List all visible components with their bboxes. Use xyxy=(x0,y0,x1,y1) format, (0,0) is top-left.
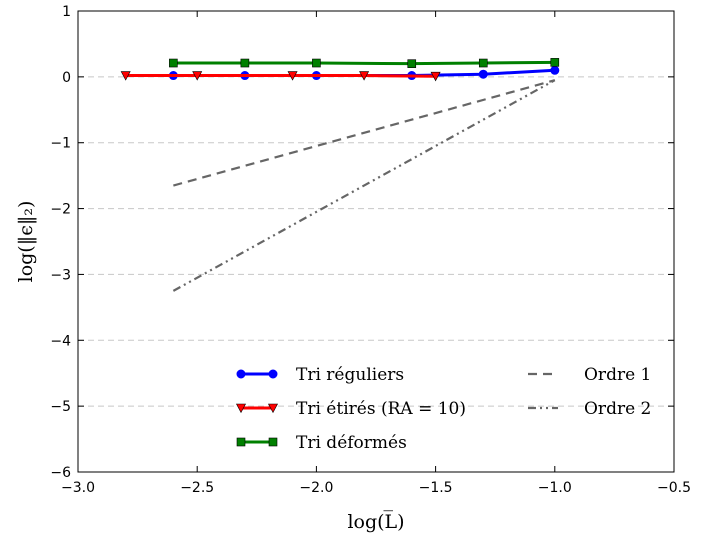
series-line xyxy=(173,60,555,66)
legend-marker xyxy=(268,437,278,447)
data-point xyxy=(478,58,488,68)
legend-label: Tri déformés xyxy=(296,433,407,453)
y-tick-label: −5 xyxy=(50,399,71,415)
data-point xyxy=(550,65,560,75)
legend-label: Ordre 2 xyxy=(584,399,651,419)
legend-marker xyxy=(236,437,246,447)
series-2 xyxy=(169,58,560,68)
y-axis-label: log(‖ϵ‖₂) xyxy=(15,201,37,283)
x-axis-label: log(L̅) xyxy=(347,511,404,533)
legend-label: Ordre 1 xyxy=(584,365,651,385)
data-point xyxy=(192,71,203,81)
legend-marker xyxy=(236,369,246,379)
series-layer xyxy=(120,58,560,292)
data-point xyxy=(550,58,560,67)
series-line xyxy=(172,79,556,292)
legend-entry: Ordre 1 xyxy=(528,365,651,385)
data-point xyxy=(169,58,178,68)
legend-main: Tri réguliers Tri étirés (RA = 10) Tri déf… xyxy=(236,365,466,453)
data-point xyxy=(407,59,417,68)
x-tick-label: −1.5 xyxy=(419,480,453,496)
x-tick-label: −2.5 xyxy=(180,480,214,496)
legend-entry: Tri étirés (RA = 10) xyxy=(236,399,466,419)
series-4 xyxy=(172,79,556,292)
data-point xyxy=(359,71,370,81)
legend-marker xyxy=(268,403,278,414)
y-tick-label: −2 xyxy=(50,202,71,218)
x-tick-label: −1.0 xyxy=(538,480,572,496)
data-point xyxy=(287,71,298,81)
x-tick-label: −0.5 xyxy=(657,480,691,496)
series-line xyxy=(173,79,556,187)
legend-entry: Tri réguliers xyxy=(236,365,404,385)
data-point xyxy=(240,58,250,68)
data-point xyxy=(312,58,321,68)
y-tick-label: −1 xyxy=(50,136,71,152)
legend-entry: Ordre 2 xyxy=(528,399,651,419)
data-point xyxy=(478,69,488,79)
legend-entry: Tri déformés xyxy=(236,433,407,453)
axis-ticks: −3.0 −2.5 −2.0 −1.5 −1.0 −0.5 −6 −5 −4 −3 −2 −1 0 1 xyxy=(50,4,691,496)
series-3 xyxy=(173,79,556,187)
y-tick-label: −3 xyxy=(50,267,71,283)
legend-marker xyxy=(268,369,278,379)
series-1 xyxy=(120,71,441,82)
y-tick-label: −4 xyxy=(50,333,71,349)
y-tick-label: 0 xyxy=(62,70,71,86)
legend-reference-orders: Ordre 1 Ordre 2 xyxy=(528,365,651,419)
x-tick-label: −2.0 xyxy=(299,480,333,496)
series-line xyxy=(125,74,436,78)
y-tick-label: −6 xyxy=(50,465,71,481)
legend-marker xyxy=(236,403,246,414)
x-tick-label: −3.0 xyxy=(61,480,95,496)
plot-frame xyxy=(77,10,675,473)
y-tick-label: 1 xyxy=(62,4,71,20)
legend-label: Tri réguliers xyxy=(296,365,404,385)
data-point xyxy=(430,71,441,82)
data-point xyxy=(120,71,131,81)
legend-label: Tri étirés (RA = 10) xyxy=(296,399,466,419)
